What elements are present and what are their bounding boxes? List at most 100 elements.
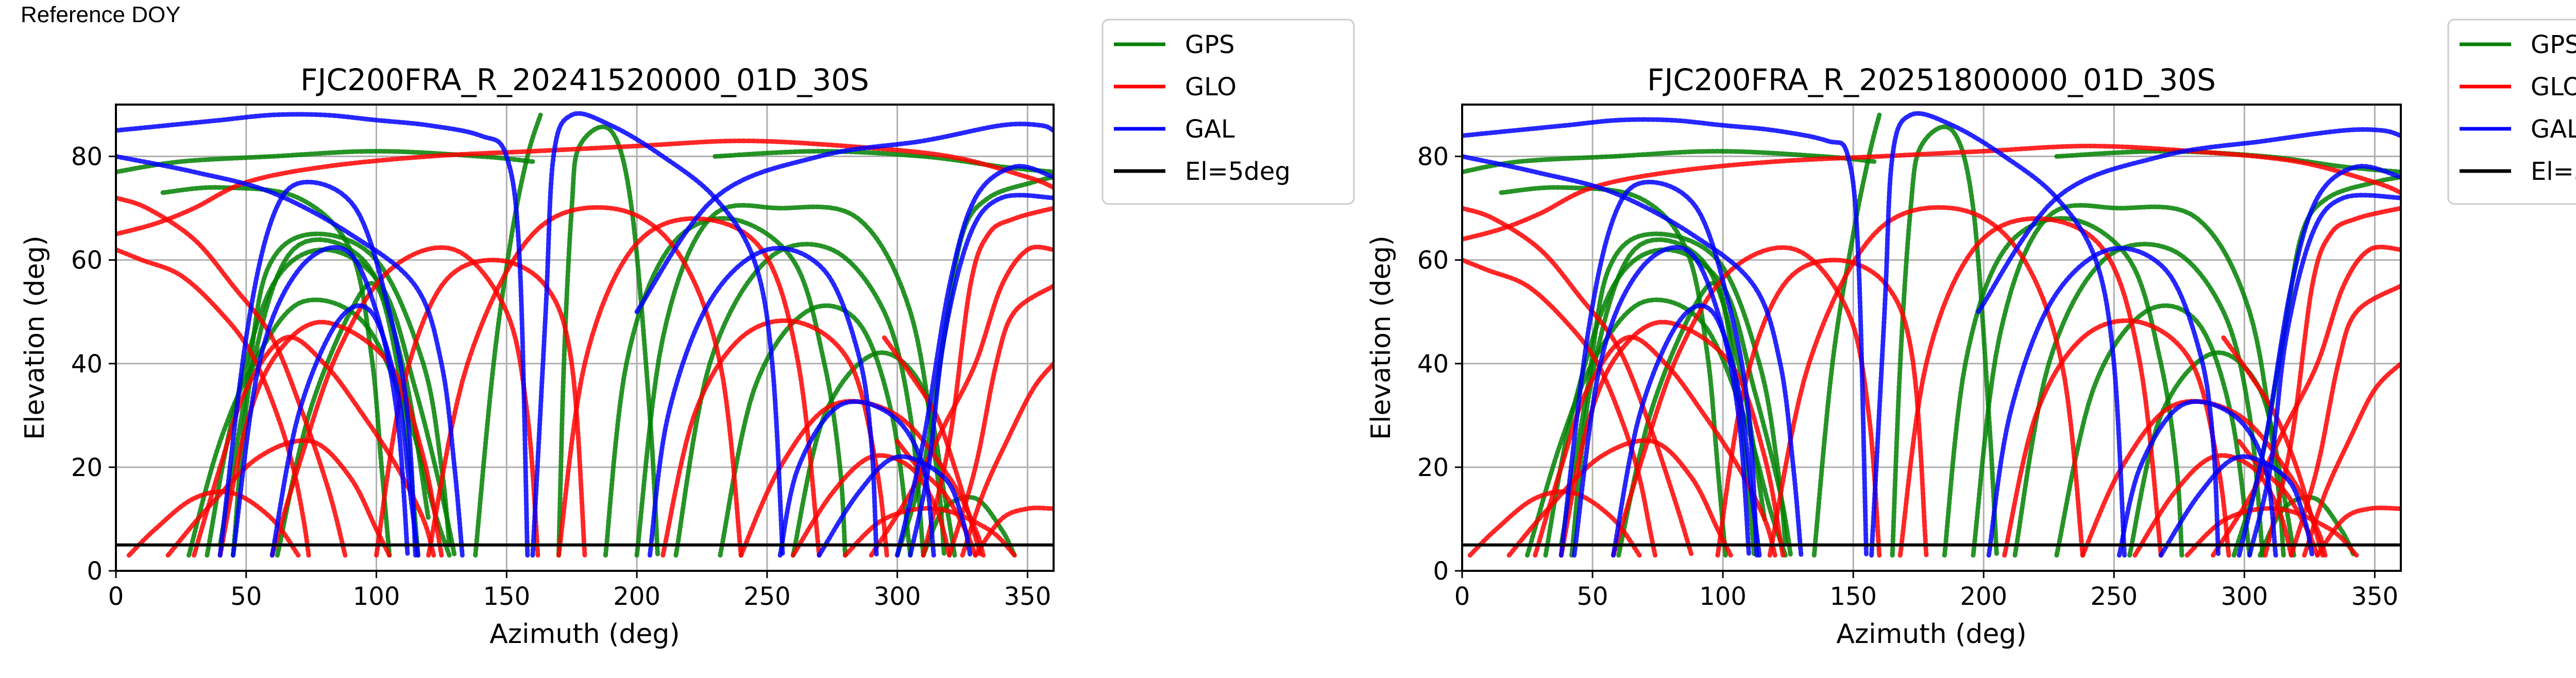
track-gal [1976,127,2401,314]
track-gal [908,193,1054,558]
series-gps [1462,112,2401,558]
track-glo [2302,361,2401,558]
chart-title: FJC200FRA_R_20251800000_01D_30S [1647,62,2216,97]
track-gal [1869,111,2127,558]
y-tick-label: 40 [1417,350,1449,379]
legend-label: GLO [1185,73,1236,101]
y-tick-label: 40 [71,350,103,379]
legend-label: GAL [1185,115,1235,144]
track-gal [217,179,418,558]
x-tick-label: 200 [613,582,660,611]
track-gal [1986,246,2221,558]
track-gps [2054,303,2252,558]
track-glo [1611,245,1882,558]
track-gal [1462,154,1804,558]
x-tick-label: 200 [1960,582,2007,611]
track-gal [647,246,879,558]
x-tick-label: 0 [1454,582,1470,611]
chart-panel-1: FJC200FRA_R_20241520000_01D_30S 0 50 100 150… [20,19,1355,650]
track-gps [603,216,848,558]
track-gal [2247,193,2401,558]
legend: GPS GLO GAL El=5deg [2447,19,2576,205]
x-tick-label: 150 [1829,582,1877,611]
x-tick-label: 300 [874,582,921,611]
x-tick-label: 100 [1699,582,1747,611]
track-glo [192,334,436,558]
x-tick-label: 300 [2221,582,2268,611]
track-glo [2002,318,2231,558]
series-gal [1462,111,2401,558]
chart-title: FJC200FRA_R_20241520000_01D_30S [300,62,869,97]
track-glo [1558,319,1785,558]
x-tick-label: 100 [353,582,400,611]
track-glo [2315,505,2401,558]
track-glo [960,361,1054,558]
x-tick-label: 250 [2090,582,2138,611]
track-gps [116,148,535,175]
track-glo [882,335,983,558]
y-tick-label: 60 [1417,246,1449,275]
track-gps [231,237,431,558]
x-tick-label: 50 [230,582,262,611]
track-gal [1611,303,1762,558]
track-gal [116,154,465,558]
track-gal [895,163,1054,558]
chart-panel-2: FJC200FRA_R_20251800000_01D_30S 0 50 100 150… [1366,19,2576,650]
track-gal [530,111,785,558]
track-glo [921,206,1054,558]
legend-label: GAL [2531,115,2576,144]
y-tick-label: 20 [71,453,103,482]
track-gal [2236,163,2401,558]
track-glo [2263,206,2401,558]
x-tick-label: 50 [1577,582,1608,611]
legend-label: GPS [2531,30,2576,59]
track-gps [2012,242,2265,558]
x-tick-label: 0 [108,582,124,611]
reference-doy-label: Reference DOY [21,2,181,27]
track-gal [1558,179,1759,558]
legend-label: El=5deg [2531,157,2576,186]
track-glo [973,505,1054,558]
y-tick-label: 80 [1417,143,1449,172]
track-glo [1533,334,1777,558]
track-gal [1572,245,1752,558]
track-gps [713,148,1054,175]
track-gps [1525,297,1788,558]
track-gps [1558,231,1788,548]
track-gal [2158,454,2315,558]
data-layer [116,111,1054,558]
data-layer [1462,111,2401,558]
legend-label: GPS [1185,30,1235,59]
track-gal [269,303,420,558]
legend: GPS GLO GAL El=5deg [1101,19,1355,205]
y-axis-label: Elevation (deg) [20,235,50,440]
legend-label: GLO [2531,73,2576,101]
track-gal [116,112,530,558]
x-axis-label: Azimuth (deg) [1836,619,2026,650]
track-gps [1811,112,1882,558]
track-gal [1462,117,1869,558]
track-glo [116,195,348,558]
y-tick-label: 20 [1417,453,1449,482]
y-tick-label: 80 [71,143,103,172]
track-gps [718,303,913,558]
track-glo [217,319,444,558]
legend-label: El=5deg [1185,157,1291,186]
series-gal [116,111,1054,558]
legend-box [2447,19,2576,205]
axes-frame [115,104,1055,572]
x-axis-label: Azimuth (deg) [489,619,680,650]
track-gps [160,185,392,558]
track-gps [921,495,1017,558]
y-axis-label: Elevation (deg) [1366,235,1397,440]
track-gal [231,245,410,558]
track-gal [817,454,973,558]
y-tick-label: 60 [71,246,103,275]
track-gps [1942,216,2184,558]
x-tick-label: 350 [2351,582,2399,611]
track-gps [1890,124,1999,558]
axes-frame [1461,104,2402,572]
x-tick-label: 150 [483,582,531,611]
track-glo [116,138,1054,236]
track-glo [1462,206,1694,558]
